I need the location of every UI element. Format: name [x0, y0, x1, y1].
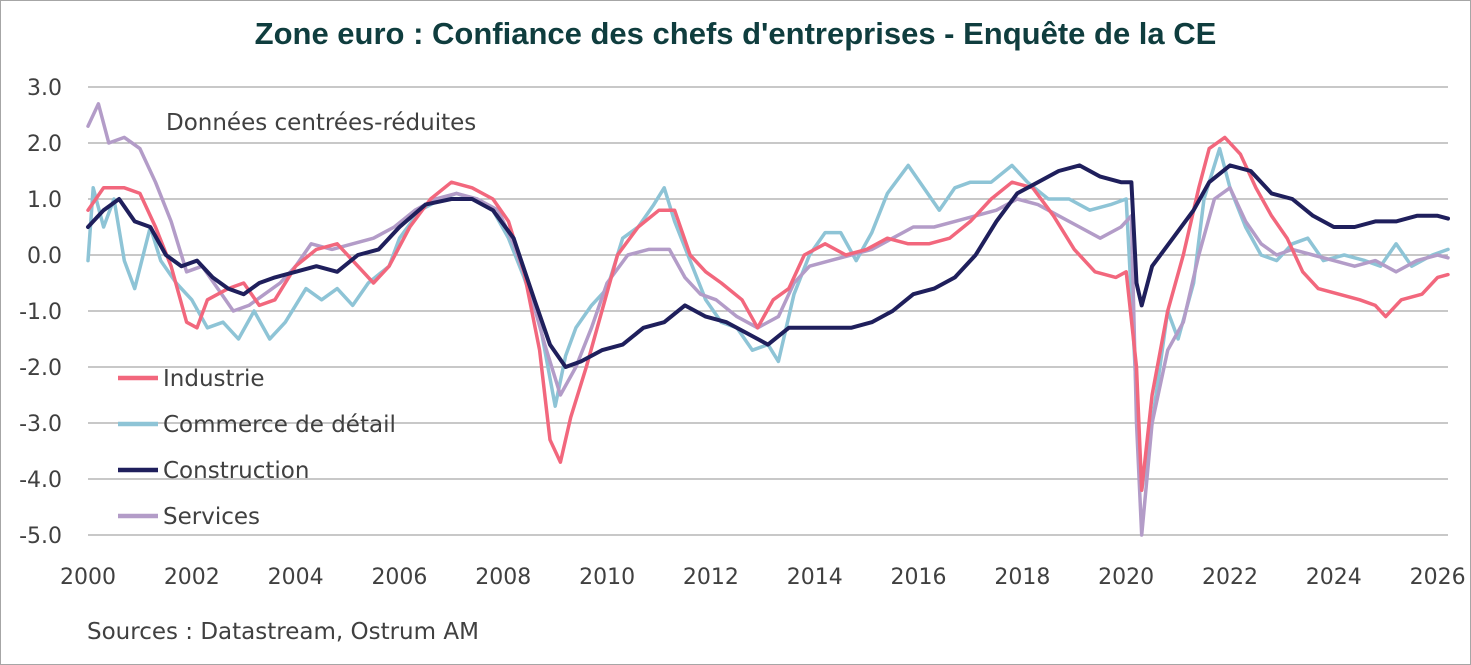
y-tick-label: 3.0: [27, 76, 62, 101]
grid-lines: [88, 86, 1448, 536]
x-tick-label: 2002: [164, 565, 220, 590]
y-tick-label: -2.0: [19, 356, 62, 381]
x-tick-label: 2024: [1306, 565, 1362, 590]
y-tick-label: -4.0: [19, 468, 62, 493]
series-lines: [86, 102, 1450, 537]
x-tick-label: 2020: [1098, 565, 1154, 590]
x-tick-label: 2014: [787, 565, 843, 590]
x-tick-label: 2008: [475, 565, 531, 590]
series-line-industrie: [86, 135, 1450, 492]
legend-label: Commerce de détail: [163, 412, 396, 438]
x-tick-label: 2004: [268, 565, 324, 590]
y-tick-label: 0.0: [27, 244, 62, 269]
legend-label: Services: [163, 504, 260, 530]
legend: Industrie Commerce de détail Construction S…: [118, 366, 396, 530]
chart-title: Zone euro : Confiance des chefs d'entrep…: [254, 16, 1217, 51]
x-tick-label: 2006: [371, 565, 427, 590]
x-tick-label: 2022: [1202, 565, 1258, 590]
y-axis-tick-labels: 3.0 2.0 1.0 0.0 -1.0 -2.0 -3.0 -4.0 -5.0: [19, 76, 62, 549]
chart-annotation: Données centrées-réduites: [166, 110, 476, 136]
x-tick-label: 2018: [994, 565, 1050, 590]
y-tick-label: -3.0: [19, 412, 62, 437]
x-tick-label: 2026: [1410, 565, 1466, 590]
series-line-construction: [86, 163, 1450, 369]
x-tick-label: 2000: [60, 565, 116, 590]
legend-label: Construction: [163, 458, 309, 484]
y-tick-label: 1.0: [27, 188, 62, 213]
series-line-commerce-de-d-tail: [86, 146, 1450, 492]
x-axis-tick-labels: 2000 2002 2004 2006 2008 2010 2012 2014 2016 2018…: [60, 565, 1466, 590]
chart-source: Sources : Datastream, Ostrum AM: [87, 619, 479, 645]
y-tick-label: -5.0: [19, 524, 62, 549]
legend-label: Industrie: [163, 366, 265, 392]
x-tick-label: 2016: [891, 565, 947, 590]
y-tick-label: -1.0: [19, 300, 62, 325]
y-tick-label: 2.0: [27, 132, 62, 157]
x-tick-label: 2010: [579, 565, 635, 590]
x-tick-label: 2012: [683, 565, 739, 590]
